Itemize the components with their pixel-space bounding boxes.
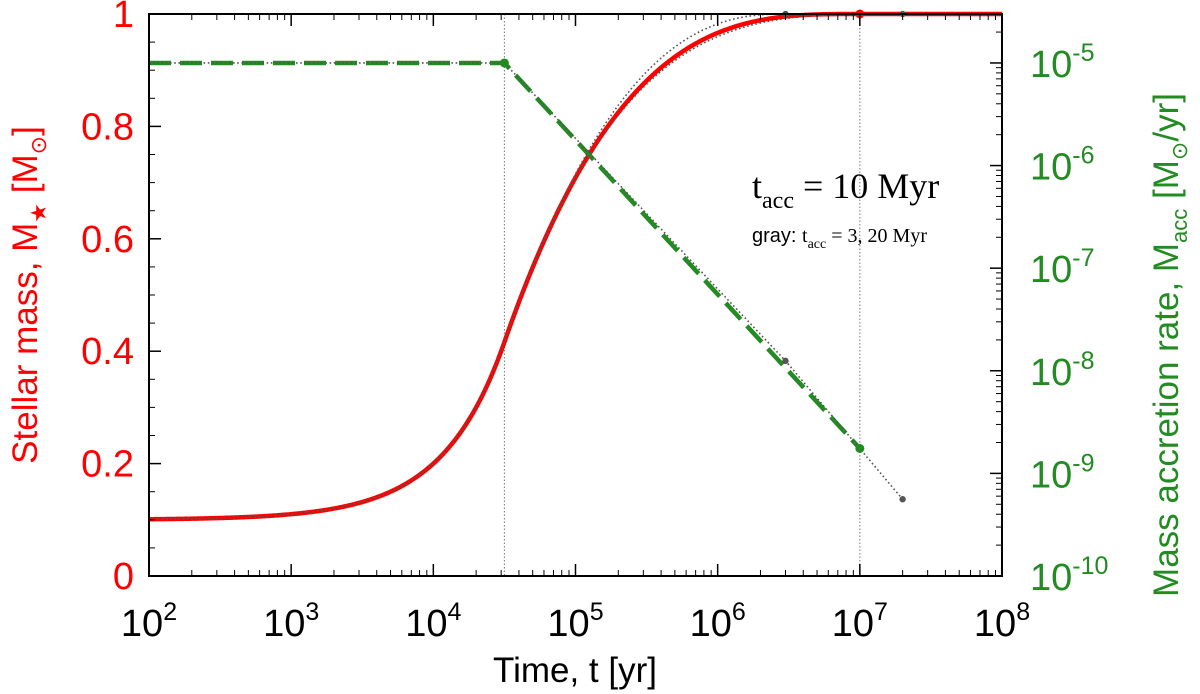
tacc-sub: acc [762, 188, 794, 214]
rate-end-point [855, 443, 865, 453]
y-left-tick-label-5: 1 [113, 0, 134, 36]
sun-symbol-right: ⊙ [1167, 142, 1192, 160]
y-right-axis-ticks: 10-10 10-9 10-8 10-7 10-6 10-5 [990, 31, 1108, 599]
sun-symbol-left: ⊙ [26, 136, 51, 154]
y-right-axis-title: Mass accretion rate, Macc [M⊙/yr] [1147, 93, 1192, 597]
y-right-title-sub: acc [1167, 209, 1192, 243]
tacc-rest: = 10 Myr [794, 166, 939, 206]
gray-rest: = 3, 20 Myr [826, 225, 927, 247]
rate-break-point [499, 58, 509, 68]
data-series [148, 11, 1003, 522]
y-left-tick-label-2: 0.4 [81, 331, 134, 373]
x-tick-label-2: 104 [405, 598, 461, 645]
rate-end-point-20myr [899, 496, 906, 503]
gray-t: t [802, 225, 808, 247]
series-line-3 [148, 13, 904, 521]
y-right-tick-label-4: 10-6 [1030, 142, 1095, 189]
gray-sub: acc [808, 237, 827, 252]
series-line-0 [148, 11, 1003, 522]
data-markers [499, 9, 906, 503]
x-axis-ticks: 102 103 104 105 106 107 108 [121, 14, 1030, 645]
y-right-title-unit-close: /yr] [1147, 93, 1186, 142]
svg-text:Mass accretion rate, Macc [M⊙/: Mass accretion rate, Macc [M⊙/yr] [1147, 93, 1192, 597]
y-left-tick-label-0: 0 [113, 556, 134, 598]
x-tick-label-6: 108 [974, 598, 1030, 645]
y-left-title-unit-close: ] [6, 126, 45, 136]
y-right-title-prefix: Mass accretion rate, M [1147, 243, 1186, 597]
svg-text:Stellar mass, M★ [M⊙]: Stellar mass, M★ [M⊙] [6, 126, 52, 464]
x-tick-label-0: 102 [121, 598, 177, 645]
y-left-tick-label-3: 0.6 [81, 219, 134, 261]
y-left-tick-label-1: 0.2 [81, 444, 134, 486]
reference-lines [503, 14, 861, 576]
plot-frame [148, 13, 1003, 577]
y-left-axis-title: Stellar mass, M★ [M⊙] [6, 126, 52, 464]
x-tick-label-3: 105 [547, 598, 603, 645]
y-right-tick-label-3: 10-7 [1030, 244, 1095, 291]
y-right-tick-label-1: 10-9 [1030, 449, 1095, 496]
gray-annotation: gray: tacc = 3, 20 Myr [752, 225, 927, 252]
y-right-tick-label-0: 10-10 [1030, 552, 1108, 599]
star-symbol: ★ [27, 203, 52, 223]
y-right-title-unit-open: [M [1147, 160, 1186, 209]
y-left-axis-ticks: 0 0.2 0.4 0.6 0.8 1 [81, 0, 161, 598]
series-line-4 [149, 62, 904, 500]
x-axis-title: Time, t [yr] [493, 651, 657, 690]
y-left-title-prefix: Stellar mass, M [6, 223, 45, 464]
rate-end-point-3myr [782, 357, 789, 365]
gray-prefix: gray: [752, 225, 802, 247]
y-right-tick-label-2: 10-8 [1030, 347, 1095, 394]
y-left-title-unit-open: [M [6, 154, 45, 203]
y-left-tick-label-4: 0.8 [81, 106, 134, 148]
x-tick-label-4: 106 [690, 598, 746, 645]
tacc-annotation: tacc = 10 Myr [752, 166, 939, 214]
y-right-tick-label-5: 10-5 [1030, 39, 1095, 86]
x-tick-label-5: 107 [832, 598, 888, 645]
x-tick-label-1: 103 [263, 598, 319, 645]
tacc-t: t [752, 166, 762, 206]
